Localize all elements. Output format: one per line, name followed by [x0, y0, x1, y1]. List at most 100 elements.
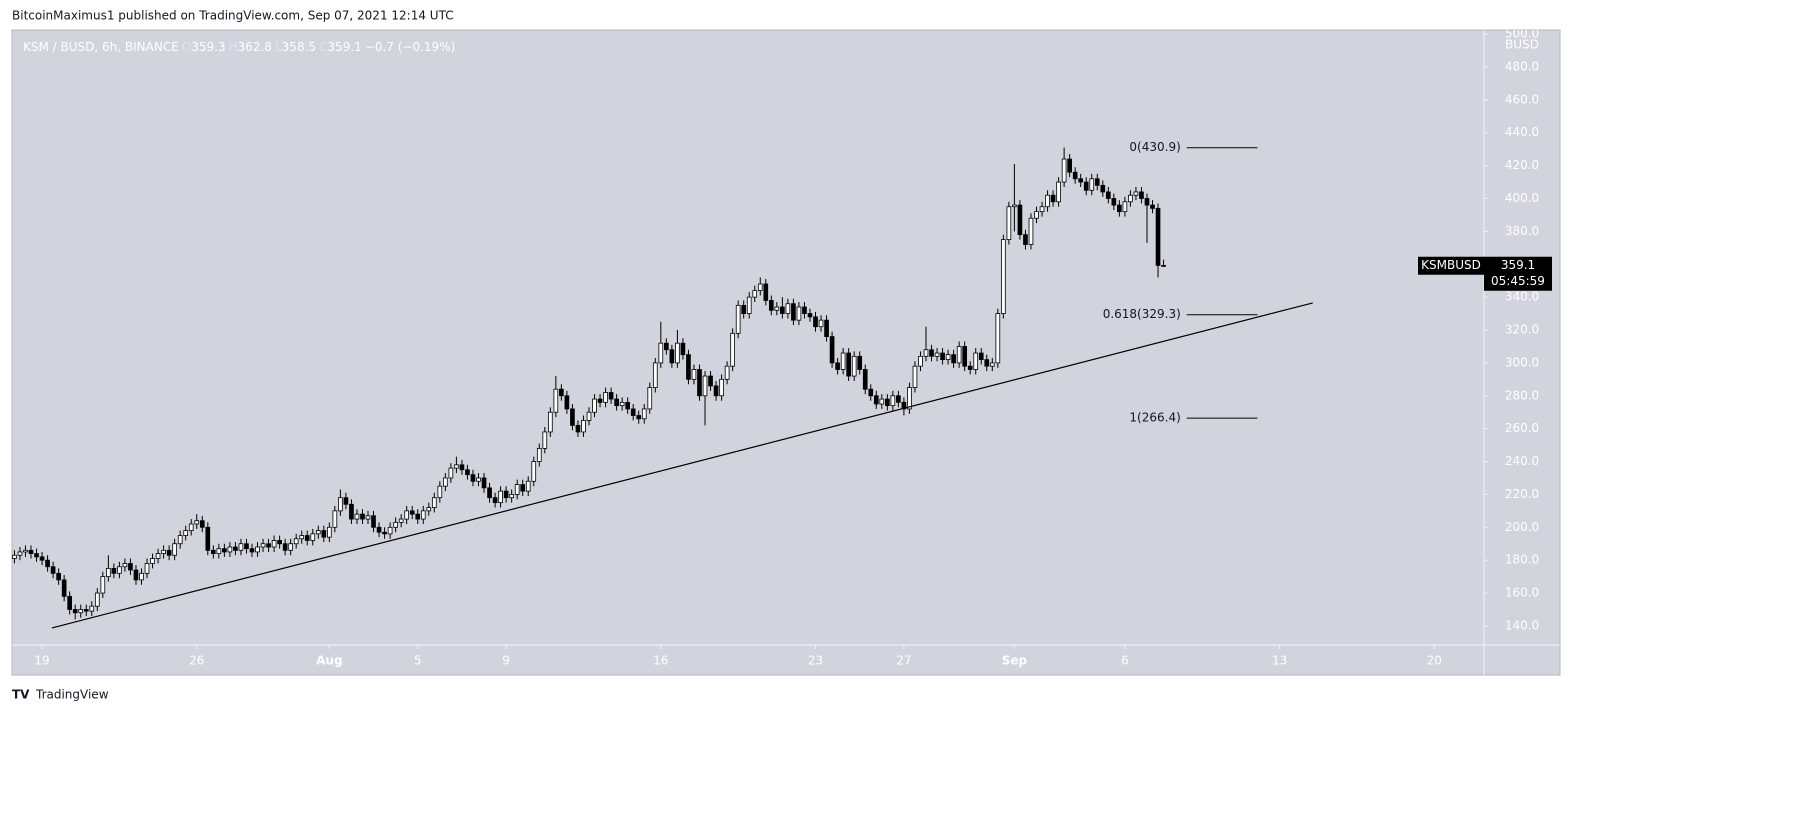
candle-body — [1012, 204, 1017, 208]
candle-body — [1161, 265, 1166, 267]
candle-body — [520, 484, 526, 492]
y-tick-label: 220.0 — [1505, 487, 1539, 501]
candle-body — [161, 549, 166, 554]
candle-body — [542, 431, 548, 449]
candle-body — [343, 497, 349, 505]
candle-body — [1144, 198, 1150, 206]
candle-body — [962, 346, 968, 367]
candle-body — [1100, 184, 1106, 193]
candle-body — [371, 515, 376, 528]
candle-body — [724, 365, 730, 380]
candle-body — [630, 408, 636, 416]
candle-body — [967, 365, 973, 370]
candle-body — [150, 558, 155, 564]
candle-body — [802, 306, 807, 314]
x-tick-label: 13 — [1272, 654, 1287, 668]
candle-body — [940, 352, 945, 361]
candle-body — [614, 398, 619, 407]
legend-letter: C — [319, 40, 327, 54]
candle-body — [299, 535, 305, 540]
candle-body — [1039, 206, 1045, 213]
candle-body — [155, 553, 161, 559]
legend-value: 358.5 — [282, 40, 316, 54]
candle-body — [28, 549, 34, 554]
candle-body — [498, 490, 503, 504]
x-tick-label: Sep — [1002, 654, 1028, 668]
legend-value: 362.8 — [238, 40, 272, 54]
candle-body — [995, 313, 1001, 364]
candle-body — [1133, 191, 1139, 196]
candle-body — [487, 487, 492, 499]
y-tick-label: 400.0 — [1505, 191, 1539, 205]
candle-body — [321, 530, 327, 538]
candle-body — [431, 497, 437, 508]
candle-body — [619, 401, 625, 407]
candle-body — [901, 401, 907, 410]
candle-body — [492, 497, 498, 504]
candle-body — [641, 408, 647, 420]
candle-body — [851, 355, 857, 377]
candle-body — [205, 526, 211, 551]
y-tick-label: 260.0 — [1505, 421, 1539, 435]
candle-body — [1034, 211, 1039, 219]
candle-body — [934, 352, 940, 357]
candle-body — [691, 369, 697, 380]
candle-body — [249, 548, 255, 553]
candle-body — [393, 521, 398, 528]
y-tick-label: 140.0 — [1505, 618, 1539, 632]
legend-value: 359.3 — [191, 40, 225, 54]
trendline — [51, 302, 1313, 629]
candle-body — [437, 485, 443, 499]
x-tick-label: 16 — [653, 654, 668, 668]
candle-body — [547, 411, 553, 433]
y-tick-label: 300.0 — [1505, 355, 1539, 369]
candle-body — [912, 365, 918, 388]
candle-body — [702, 375, 708, 397]
candle-body — [166, 549, 172, 556]
candle-body — [133, 569, 139, 581]
candle-body — [625, 401, 631, 410]
candle-body — [597, 398, 603, 403]
legend-change: −0.7 (−0.19%) — [365, 40, 456, 54]
candle-body — [1083, 181, 1089, 191]
candle-body — [664, 342, 669, 351]
candle-body — [564, 395, 570, 410]
candle-body — [233, 546, 238, 551]
candle-body — [951, 354, 956, 364]
x-tick-label: 5 — [414, 654, 422, 668]
candle-body — [50, 566, 56, 574]
candle-body — [708, 375, 713, 387]
candle-body — [415, 513, 421, 520]
price-tag-symbol-bg — [1418, 256, 1484, 275]
candle-body — [918, 355, 923, 367]
candle-body — [862, 369, 868, 390]
y-tick-label: 440.0 — [1505, 125, 1539, 139]
candle-body — [382, 531, 387, 535]
candle-body — [1111, 198, 1117, 206]
legend-letter: L — [275, 40, 282, 54]
candle-body — [210, 549, 216, 554]
candle-body — [277, 540, 282, 545]
candle-body — [481, 477, 487, 489]
candle-body — [1056, 181, 1061, 203]
candle-body — [586, 411, 592, 421]
x-tick-label: 20 — [1427, 654, 1442, 668]
candle-body — [255, 546, 260, 553]
price-tag-value: 359.1 — [1501, 258, 1535, 272]
candle-body — [735, 304, 741, 334]
candle-body — [476, 477, 481, 482]
candle-body — [1150, 204, 1155, 209]
candle-body — [1155, 207, 1161, 266]
candle-body — [1045, 194, 1050, 208]
candle-body — [139, 572, 144, 581]
candle-body — [846, 352, 851, 377]
candle-body — [835, 362, 840, 370]
candle-body — [360, 513, 365, 520]
legend: KSM / BUSD, 6h, BINANCE O359.3 H362.8 L358.… — [23, 40, 455, 54]
candle-body — [896, 395, 901, 403]
candle-body — [813, 316, 818, 328]
y-tick-label: 420.0 — [1505, 158, 1539, 172]
candle-body — [647, 387, 653, 410]
candle-body — [216, 548, 222, 554]
candle-body — [327, 526, 332, 538]
